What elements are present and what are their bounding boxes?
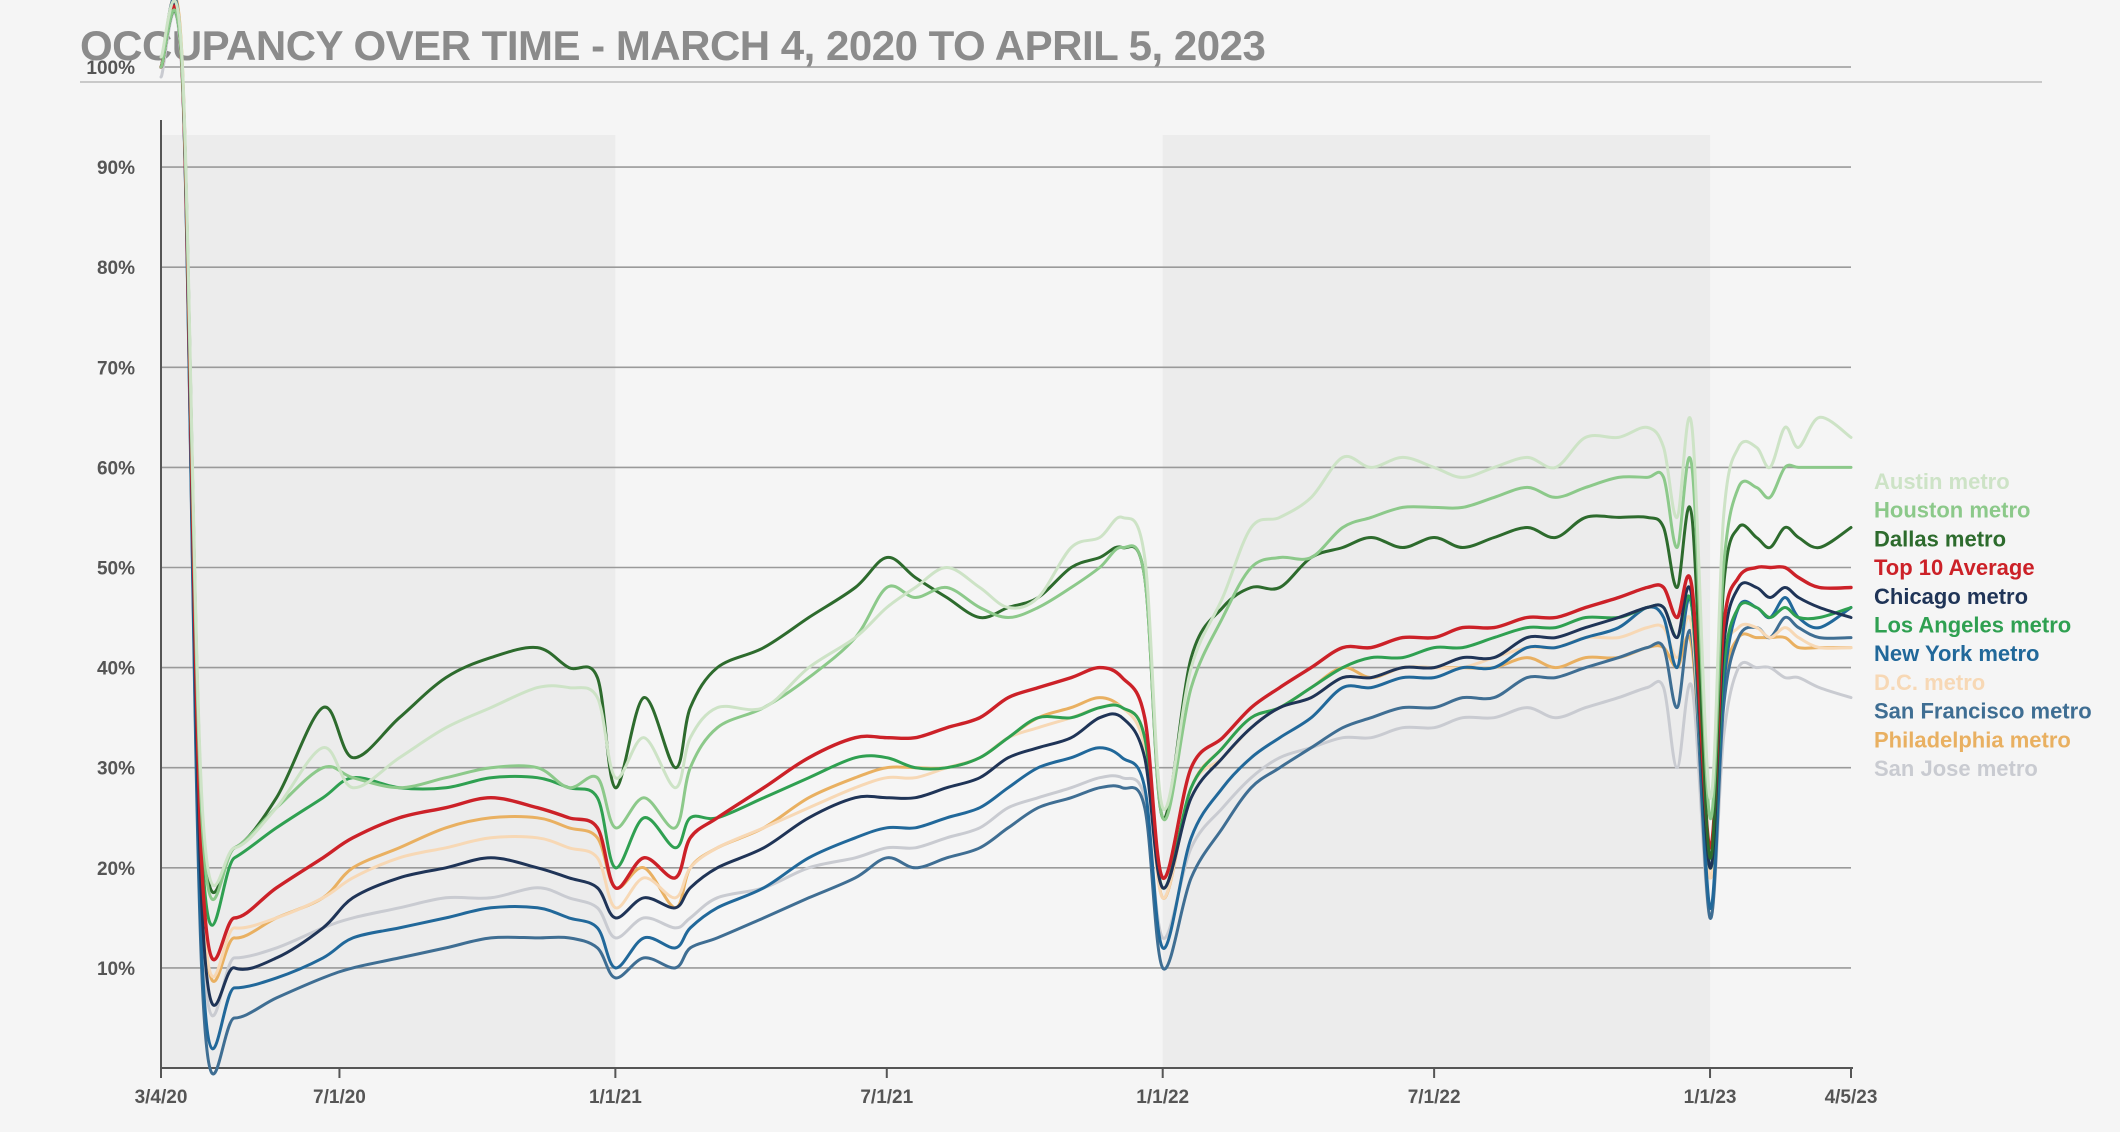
shaded-band (161, 135, 616, 1068)
series-line-san-francisco-metro (159, 0, 1853, 1076)
legend-item-san-jose-metro: San Jose metro (1874, 756, 2038, 781)
legend-item-new-york-metro: New York metro (1874, 641, 2039, 666)
series-line-houston-metro (159, 8, 1853, 902)
x-tick-label: 1/1/23 (1684, 1087, 1737, 1108)
legend-item-philadelphia-metro: Philadelphia metro (1874, 727, 2071, 752)
y-tick-label: 20% (97, 859, 135, 880)
shaded-bands (161, 135, 1711, 1068)
y-tick-label: 60% (97, 458, 135, 479)
legend-item-houston-metro: Houston metro (1874, 498, 2030, 523)
legend-item-chicago-metro: Chicago metro (1874, 584, 2028, 609)
y-tick-label: 90% (97, 158, 135, 179)
gridlines (161, 66, 1851, 969)
series-line-san-jose-metro (159, 11, 1853, 1018)
title-divider (80, 81, 2042, 83)
x-tick-label: 7/1/22 (1408, 1087, 1461, 1108)
legend-item-top-10-average: Top 10 Average (1874, 555, 2035, 580)
shaded-band (1162, 135, 1711, 1068)
y-tick-label: 40% (97, 659, 135, 680)
y-tick-label: 30% (97, 759, 135, 780)
x-axis-ticks: 3/4/20 7/1/20 1/1/21 7/1/21 1/1/22 7/1/22 1/1/… (135, 1068, 1878, 1108)
legend-item-san-francisco-metro: San Francisco metro (1874, 699, 2092, 724)
legend: Austin metro Houston metro Dallas metro Top… (1874, 469, 2092, 781)
series-line-top-10-average (159, 4, 1853, 962)
x-tick-label: 1/1/21 (589, 1087, 642, 1108)
legend-item-los-angeles-metro: Los Angeles metro (1874, 613, 2071, 638)
x-tick-label: 4/5/23 (1825, 1087, 1878, 1108)
y-tick-label: 50% (97, 559, 135, 580)
legend-item-d-c-metro: D.C. metro (1874, 670, 1985, 695)
series-lines (159, 0, 1853, 1076)
series-line-austin-metro (159, 0, 1853, 888)
x-tick-label: 3/4/20 (135, 1087, 188, 1108)
y-tick-label: 80% (97, 258, 135, 279)
y-tick-label: 10% (97, 959, 135, 980)
legend-item-dallas-metro: Dallas metro (1874, 526, 2006, 551)
x-tick-label: 7/1/20 (313, 1087, 366, 1108)
axes (160, 120, 1853, 1069)
y-tick-label: 100% (86, 58, 135, 79)
y-tick-label: 70% (97, 358, 135, 379)
legend-item-austin-metro: Austin metro (1874, 469, 2010, 494)
x-tick-label: 1/1/22 (1136, 1087, 1189, 1108)
y-axis-ticks: 10% 20% 30% 40% 50% 60% 70% 80% 90% 100% (86, 58, 135, 980)
x-tick-label: 7/1/21 (860, 1087, 913, 1108)
chart-title: OCCUPANCY OVER TIME - MARCH 4, 2020 TO A… (80, 22, 1266, 69)
